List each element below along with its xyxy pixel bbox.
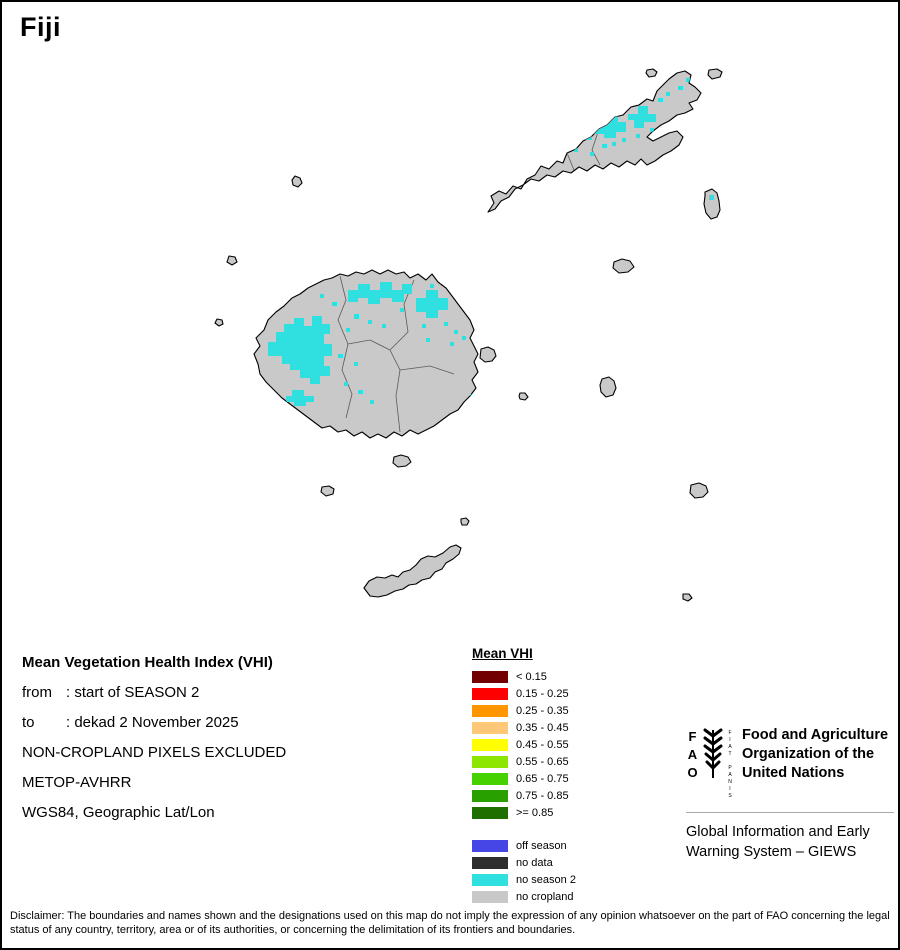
legend-item: 0.15 - 0.25 bbox=[472, 685, 576, 702]
islet bbox=[291, 175, 303, 188]
legend-item: < 0.15 bbox=[472, 668, 576, 685]
fao-giews-block: FAO FIAT PANIS Food and Agriculture Orga… bbox=[685, 726, 894, 862]
legend-label: 0.25 - 0.35 bbox=[516, 704, 569, 717]
islet bbox=[214, 318, 224, 327]
no-season2-patch bbox=[268, 316, 332, 384]
fao-separator-line bbox=[686, 812, 894, 813]
legend-label: 0.15 - 0.25 bbox=[516, 687, 569, 700]
islet bbox=[479, 346, 497, 363]
legend-swatch bbox=[472, 806, 508, 819]
islet bbox=[682, 593, 693, 602]
islet bbox=[518, 392, 529, 401]
no-season2-patch bbox=[286, 390, 314, 406]
info-projection: WGS84, Geographic Lat/Lon bbox=[22, 804, 215, 821]
giews-name: Global Information and Early Warning Sys… bbox=[686, 822, 894, 862]
legend-label: 0.55 - 0.65 bbox=[516, 755, 569, 768]
legend-label: no data bbox=[516, 856, 553, 869]
info-heading: Mean Vegetation Health Index (VHI) bbox=[22, 654, 273, 671]
legend-label: 0.65 - 0.75 bbox=[516, 772, 569, 785]
legend-swatch bbox=[472, 856, 508, 869]
info-from: from : start of SEASON 2 bbox=[22, 678, 286, 708]
province-boundaries bbox=[337, 128, 601, 433]
legend-item: 0.35 - 0.45 bbox=[472, 719, 576, 736]
islet bbox=[320, 485, 335, 497]
no-season2-pixels bbox=[320, 280, 478, 411]
info-sensor: METOP-AVHRR bbox=[22, 774, 132, 791]
legend-swatch bbox=[472, 721, 508, 734]
no-season2-patch bbox=[416, 290, 448, 318]
giews-line: Global Information and Early bbox=[686, 824, 870, 840]
islet bbox=[599, 376, 617, 398]
legend-swatch bbox=[472, 687, 508, 700]
no-season2-patch bbox=[348, 282, 412, 304]
giews-line: Warning System – GIEWS bbox=[686, 844, 857, 860]
info-noncropland: NON-CROPLAND PIXELS EXCLUDED bbox=[22, 744, 287, 761]
info-to-value: : dekad 2 November 2025 bbox=[66, 714, 239, 731]
legend-item: 0.25 - 0.35 bbox=[472, 702, 576, 719]
islet bbox=[612, 258, 635, 274]
legend-item: 0.45 - 0.55 bbox=[472, 736, 576, 753]
fao-org-name: Food and Agriculture Organization of the… bbox=[742, 726, 888, 783]
info-to-label: to bbox=[22, 714, 35, 731]
legend-swatch bbox=[472, 873, 508, 886]
legend-item: no season 2 bbox=[472, 871, 576, 888]
island-kadavu bbox=[363, 544, 462, 598]
legend-item: 0.55 - 0.65 bbox=[472, 753, 576, 770]
legend-swatch bbox=[472, 890, 508, 903]
legend-title: Mean VHI bbox=[472, 646, 533, 661]
no-season2-pixels bbox=[709, 195, 714, 200]
islet bbox=[645, 68, 658, 78]
legend-item: >= 0.85 bbox=[472, 804, 576, 821]
no-data-pixels bbox=[472, 396, 478, 403]
legend-swatch bbox=[472, 789, 508, 802]
info-from-value: : start of SEASON 2 bbox=[66, 684, 200, 701]
fao-logo-text: FAO bbox=[685, 729, 700, 783]
legend-item: no data bbox=[472, 854, 576, 871]
legend-label: off season bbox=[516, 839, 567, 852]
wheat-icon bbox=[703, 728, 723, 778]
legend-swatch bbox=[472, 670, 508, 683]
legend-label: no cropland bbox=[516, 890, 574, 903]
islet bbox=[226, 255, 238, 266]
islet bbox=[460, 517, 470, 526]
legend-swatch bbox=[472, 738, 508, 751]
fao-org-line: Organization of the bbox=[742, 746, 875, 762]
disclaimer-text: Disclaimer: The boundaries and names sho… bbox=[10, 910, 890, 936]
legend-swatch bbox=[472, 772, 508, 785]
legend-item: 0.75 - 0.85 bbox=[472, 787, 576, 804]
legend-item: no cropland bbox=[472, 888, 576, 905]
map-info: Mean Vegetation Health Index (VHI) from:… bbox=[22, 648, 286, 828]
fao-org-line: United Nations bbox=[742, 765, 845, 781]
no-season2-patch bbox=[628, 106, 656, 128]
fiji-map bbox=[214, 68, 723, 602]
fao-logo: FAO FIAT PANIS bbox=[685, 726, 733, 800]
vhi-legend: Mean VHI < 0.15 0.15 - 0.25 0.25 - 0.35 … bbox=[472, 646, 576, 905]
info-to: to : dekad 2 November 2025 bbox=[22, 708, 286, 738]
islet bbox=[392, 454, 412, 468]
islet bbox=[707, 68, 723, 80]
legend-label: 0.75 - 0.85 bbox=[516, 789, 569, 802]
fao-org-line: Food and Agriculture bbox=[742, 727, 889, 743]
legend-swatch bbox=[472, 839, 508, 852]
islet bbox=[689, 482, 709, 499]
legend-label: 0.35 - 0.45 bbox=[516, 721, 569, 734]
legend-label: >= 0.85 bbox=[516, 806, 554, 819]
legend-label: < 0.15 bbox=[516, 670, 547, 683]
legend-label: no season 2 bbox=[516, 873, 576, 886]
vhi-raster-viti-levu bbox=[268, 280, 478, 411]
fao-motto-text: FIAT PANIS bbox=[727, 730, 733, 800]
legend-label: 0.45 - 0.55 bbox=[516, 738, 569, 751]
small-islands bbox=[214, 68, 723, 602]
page-title: Fiji bbox=[20, 12, 61, 42]
legend-item: off season bbox=[472, 837, 576, 854]
legend-swatch bbox=[472, 755, 508, 768]
info-from-label: from bbox=[22, 684, 52, 701]
island-taveuni bbox=[703, 188, 721, 220]
legend-swatch bbox=[472, 704, 508, 717]
legend-item: 0.65 - 0.75 bbox=[472, 770, 576, 787]
